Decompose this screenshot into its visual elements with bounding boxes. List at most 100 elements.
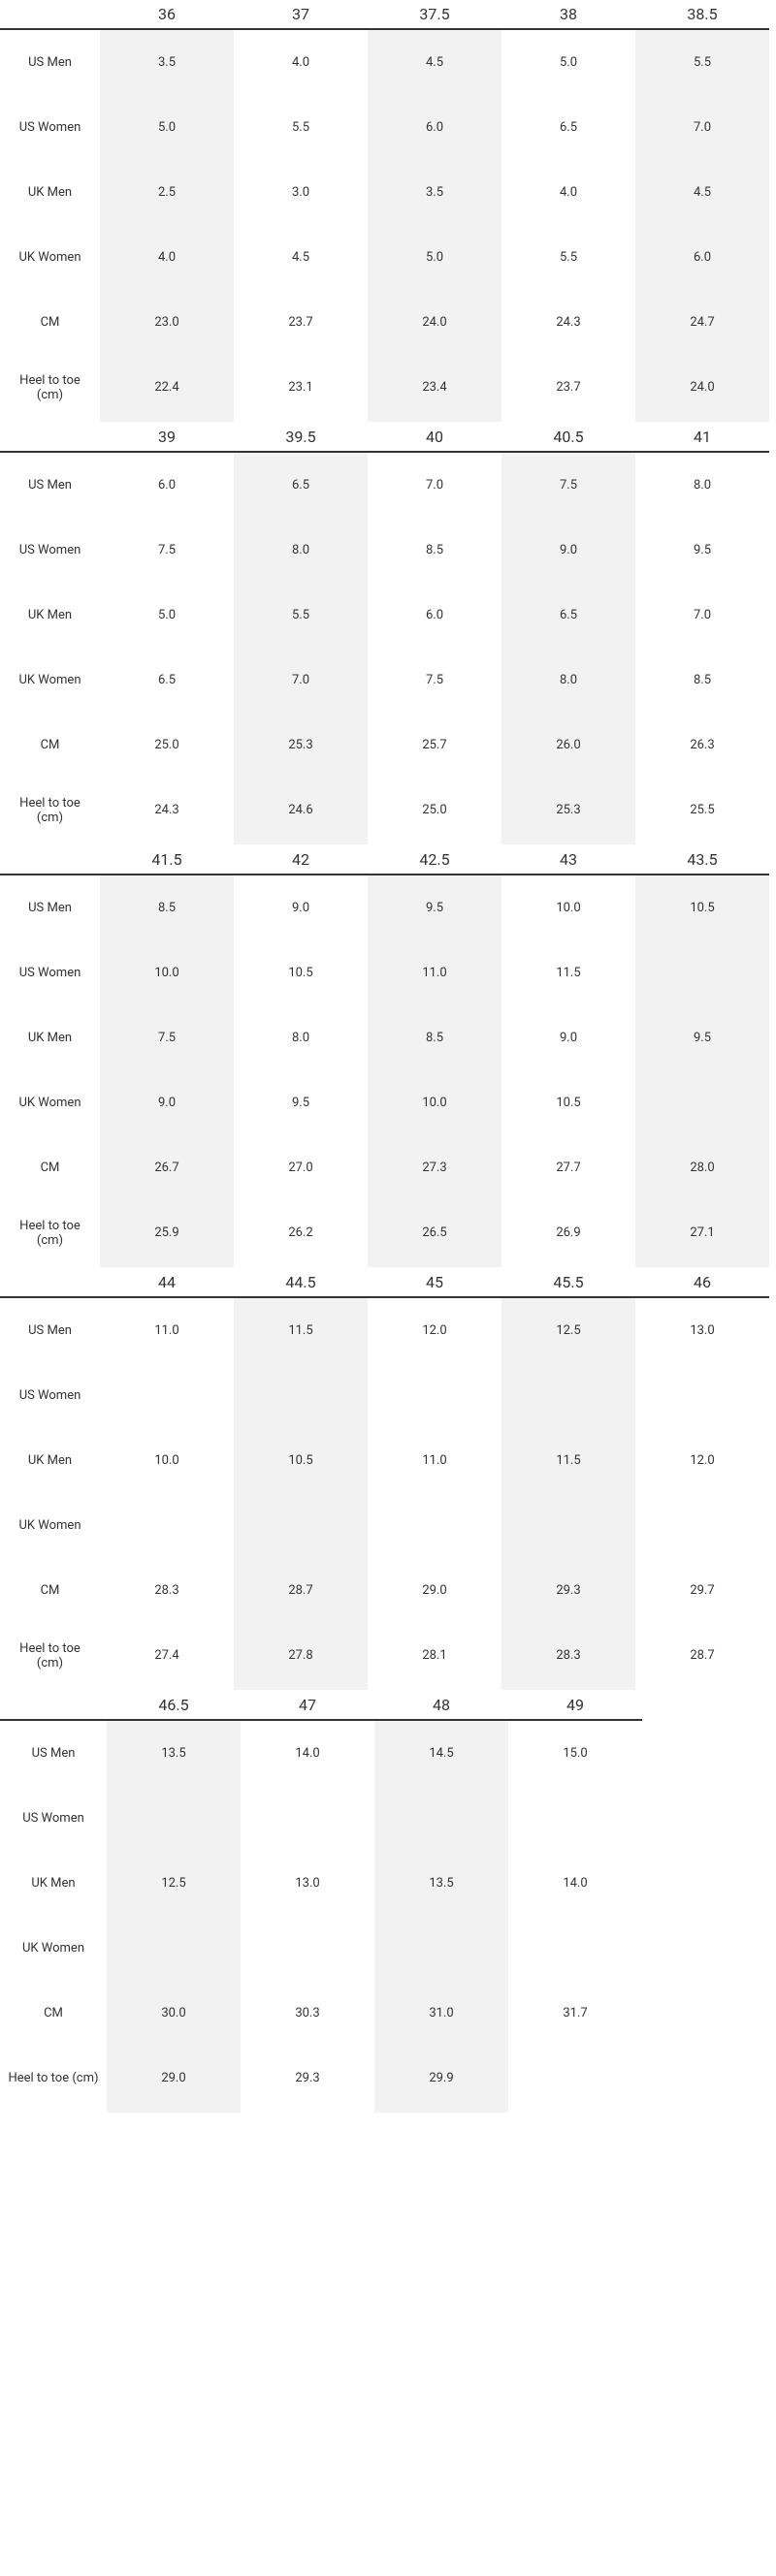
value-cell: 13.0 (690, 1323, 715, 1338)
row-label: Heel to toe (cm) (8, 2071, 99, 2085)
value-cell: 6.0 (425, 608, 444, 622)
value-cell: 7.5 (425, 673, 444, 687)
value-cell: 7.0 (693, 608, 712, 622)
size-table: 46.5 47 48 49 US Men 13.5 14.0 14.5 15.0 US Women… (0, 1691, 776, 2114)
value-cell: 23.7 (556, 380, 581, 395)
size-header: 46.5 (158, 1696, 189, 1714)
value-cell (635, 1493, 769, 1558)
row-label: UK Men (27, 1031, 73, 1045)
value-cell: 24.0 (422, 315, 447, 330)
value-cell: 5.0 (157, 608, 177, 622)
value-cell: 26.7 (154, 1161, 179, 1175)
value-cell: 7.5 (559, 478, 578, 493)
value-cell: 10.0 (422, 1096, 447, 1110)
value-cell: 26.0 (556, 738, 581, 752)
value-cell: 3.0 (291, 185, 310, 200)
row-label: UK Women (18, 673, 81, 687)
size-header: 44.5 (285, 1273, 316, 1291)
value-cell: 26.5 (422, 1225, 447, 1240)
value-cell: 7.5 (157, 1031, 177, 1045)
size-header: 40.5 (553, 428, 584, 446)
value-cell: 25.5 (690, 803, 715, 817)
value-cell (374, 1916, 508, 1981)
value-cell: 6.0 (157, 478, 177, 493)
size-header: 44 (158, 1273, 176, 1291)
value-cell: 25.7 (422, 738, 447, 752)
column-shade (100, 30, 234, 422)
size-header: 39 (158, 428, 176, 446)
value-cell (501, 1493, 635, 1558)
value-cell: 30.3 (295, 2006, 320, 2020)
row-label: US Men (31, 1746, 76, 1761)
header-rule (0, 1719, 642, 1721)
value-cell: 11.0 (422, 966, 447, 980)
value-cell: 27.1 (690, 1225, 715, 1240)
size-header: 36 (158, 5, 176, 23)
value-cell: 22.4 (154, 380, 179, 395)
size-header: 43.5 (687, 850, 718, 869)
size-table: 44 44.5 45 45.5 46 US Men 11.0 11.5 12.0 12.5 13.0… (0, 1268, 776, 1691)
row-label: US Women (18, 120, 81, 135)
value-cell: 28.7 (288, 1583, 313, 1598)
value-cell: 14.0 (563, 1876, 588, 1891)
value-cell: 13.0 (295, 1876, 320, 1891)
value-cell (374, 1786, 508, 1851)
value-cell: 10.5 (288, 1453, 313, 1468)
value-cell: 27.3 (422, 1161, 447, 1175)
value-cell: 5.5 (559, 250, 578, 265)
row-label: UK Women (18, 1096, 81, 1110)
value-cell: 6.0 (425, 120, 444, 135)
value-cell: 30.0 (161, 2006, 186, 2020)
row-label: US Men (28, 55, 72, 70)
row-label: UK Men (27, 1453, 73, 1468)
value-cell: 9.0 (291, 901, 310, 915)
value-cell: 2.5 (157, 185, 177, 200)
value-cell (508, 2046, 642, 2111)
size-header: 43 (560, 850, 577, 869)
value-cell: 25.0 (154, 738, 179, 752)
value-cell: 27.7 (556, 1161, 581, 1175)
value-cell (100, 1493, 234, 1558)
value-cell: 28.1 (422, 1648, 447, 1663)
row-label: US Men (28, 901, 72, 915)
value-cell: 8.0 (559, 673, 578, 687)
value-cell: 9.5 (291, 1096, 310, 1110)
value-cell: 8.5 (425, 543, 444, 557)
row-label: US Women (18, 543, 81, 557)
value-cell: 9.0 (157, 1096, 177, 1110)
row-label: CM (44, 2006, 63, 2020)
value-cell: 12.0 (422, 1323, 447, 1338)
row-label: US Men (28, 478, 72, 493)
value-cell: 9.5 (693, 1031, 712, 1045)
row-label: Heel to toe (cm) (19, 372, 81, 402)
header-rule (0, 451, 769, 453)
row-label: Heel to toe (cm) (19, 795, 81, 825)
value-cell (368, 1493, 501, 1558)
value-cell: 10.0 (154, 1453, 179, 1468)
size-header: 46 (694, 1273, 711, 1291)
value-cell (234, 1363, 368, 1428)
value-cell: 25.9 (154, 1225, 179, 1240)
size-table: 39 39.5 40 40.5 41 US Men 6.0 6.5 7.0 7.5 8.0 US Wo… (0, 423, 776, 845)
value-cell: 8.5 (425, 1031, 444, 1045)
value-cell: 26.3 (690, 738, 715, 752)
value-cell: 14.0 (295, 1746, 320, 1761)
value-cell: 26.2 (288, 1225, 313, 1240)
value-cell: 5.0 (425, 250, 444, 265)
row-label: Heel to toe (cm) (19, 1218, 81, 1248)
value-cell: 5.5 (693, 55, 712, 70)
value-cell: 13.5 (161, 1746, 186, 1761)
value-cell: 25.3 (288, 738, 313, 752)
value-cell: 24.3 (154, 803, 179, 817)
value-cell: 6.5 (157, 673, 177, 687)
size-table: 41.5 42 42.5 43 43.5 US Men 8.5 9.0 9.5 10.0 10.5 U… (0, 845, 776, 1268)
value-cell: 25.0 (422, 803, 447, 817)
value-cell: 28.7 (690, 1648, 715, 1663)
value-cell: 8.5 (157, 901, 177, 915)
column-shade (107, 1721, 241, 2113)
value-cell: 23.7 (288, 315, 313, 330)
value-cell: 4.5 (425, 55, 444, 70)
value-cell: 29.0 (161, 2071, 186, 2085)
value-cell (100, 1363, 234, 1428)
value-cell (501, 1363, 635, 1428)
